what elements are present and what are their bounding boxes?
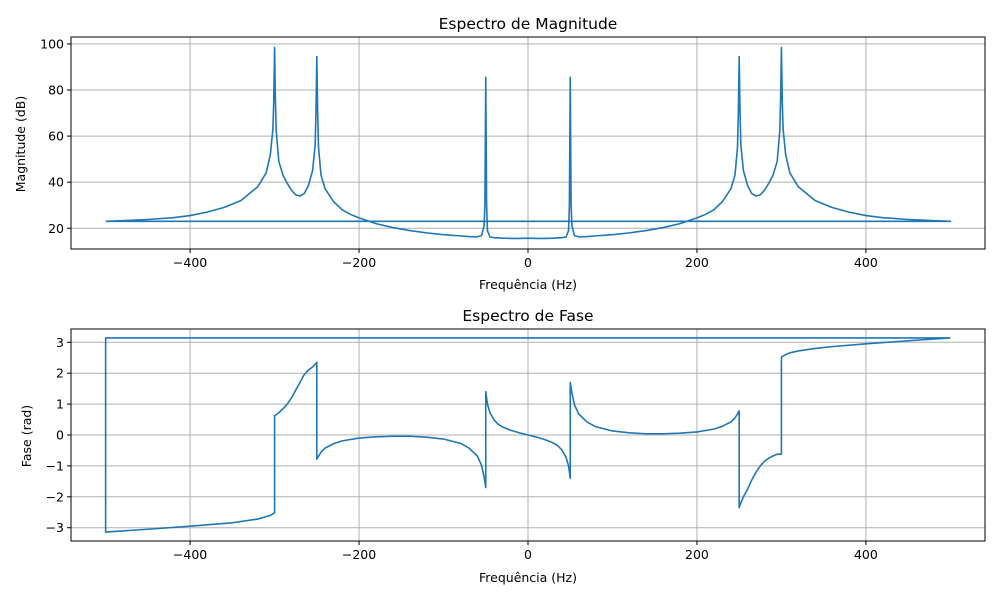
- magnitude-grid: [71, 37, 985, 249]
- magnitude-y-tick-label: 60: [48, 129, 64, 144]
- phase-x-tick-label: −200: [342, 547, 376, 562]
- magnitude-x-axis-label: Frequência (Hz): [479, 277, 577, 292]
- phase-grid: [71, 329, 985, 541]
- phase-x-axis-label: Frequência (Hz): [479, 570, 577, 585]
- phase-y-tick-label: −3: [46, 520, 64, 535]
- magnitude-x-tick-label: 0: [524, 255, 532, 270]
- phase-x-tick-label: 400: [854, 547, 878, 562]
- phase-chart: Espectro de Fase −400 −200 0 200 400 −3 −2 −1 0 1…: [19, 307, 986, 585]
- phase-y-tick-label: 0: [56, 428, 64, 443]
- phase-x-tick-label: −400: [173, 547, 207, 562]
- magnitude-x-tick-label: 200: [685, 255, 709, 270]
- phase-y-tick-label: 1: [56, 397, 64, 412]
- phase-x-tick-label: 0: [524, 547, 532, 562]
- phase-y-tick-label: −2: [46, 489, 64, 504]
- magnitude-y-tick-label: 40: [48, 175, 64, 190]
- magnitude-series: [105, 46, 952, 240]
- magnitude-y-tick-label: 80: [48, 83, 64, 98]
- magnitude-y-tick-label: 100: [40, 36, 64, 51]
- magnitude-chart-title: Espectro de Magnitude: [439, 15, 618, 33]
- magnitude-x-tick-label: −400: [173, 255, 207, 270]
- phase-x-tick-label: 200: [685, 547, 709, 562]
- phase-y-tick-label: 2: [56, 366, 64, 381]
- magnitude-y-tick-label: 20: [48, 221, 64, 236]
- magnitude-x-tick-label: 400: [854, 255, 878, 270]
- magnitude-series-line: [105, 46, 952, 240]
- phase-chart-title: Espectro de Fase: [462, 307, 593, 325]
- phase-ticks: −400 −200 0 200 400 −3 −2 −1 0 1 2 3: [46, 335, 878, 562]
- phase-series-line: [104, 337, 951, 533]
- magnitude-x-tick-label: −200: [342, 255, 376, 270]
- phase-y-tick-label: −1: [46, 458, 64, 473]
- magnitude-chart: Espectro de Magnitude −400 −200 0 200 400 20 4…: [13, 15, 986, 292]
- magnitude-y-axis-label: Magnitude (dB): [13, 96, 28, 192]
- magnitude-ticks: −400 −200 0 200 400 20 40 60 80 100: [40, 36, 878, 270]
- phase-series: [104, 337, 951, 533]
- phase-y-tick-label: 3: [56, 335, 64, 350]
- phase-y-axis-label: Fase (rad): [19, 405, 34, 467]
